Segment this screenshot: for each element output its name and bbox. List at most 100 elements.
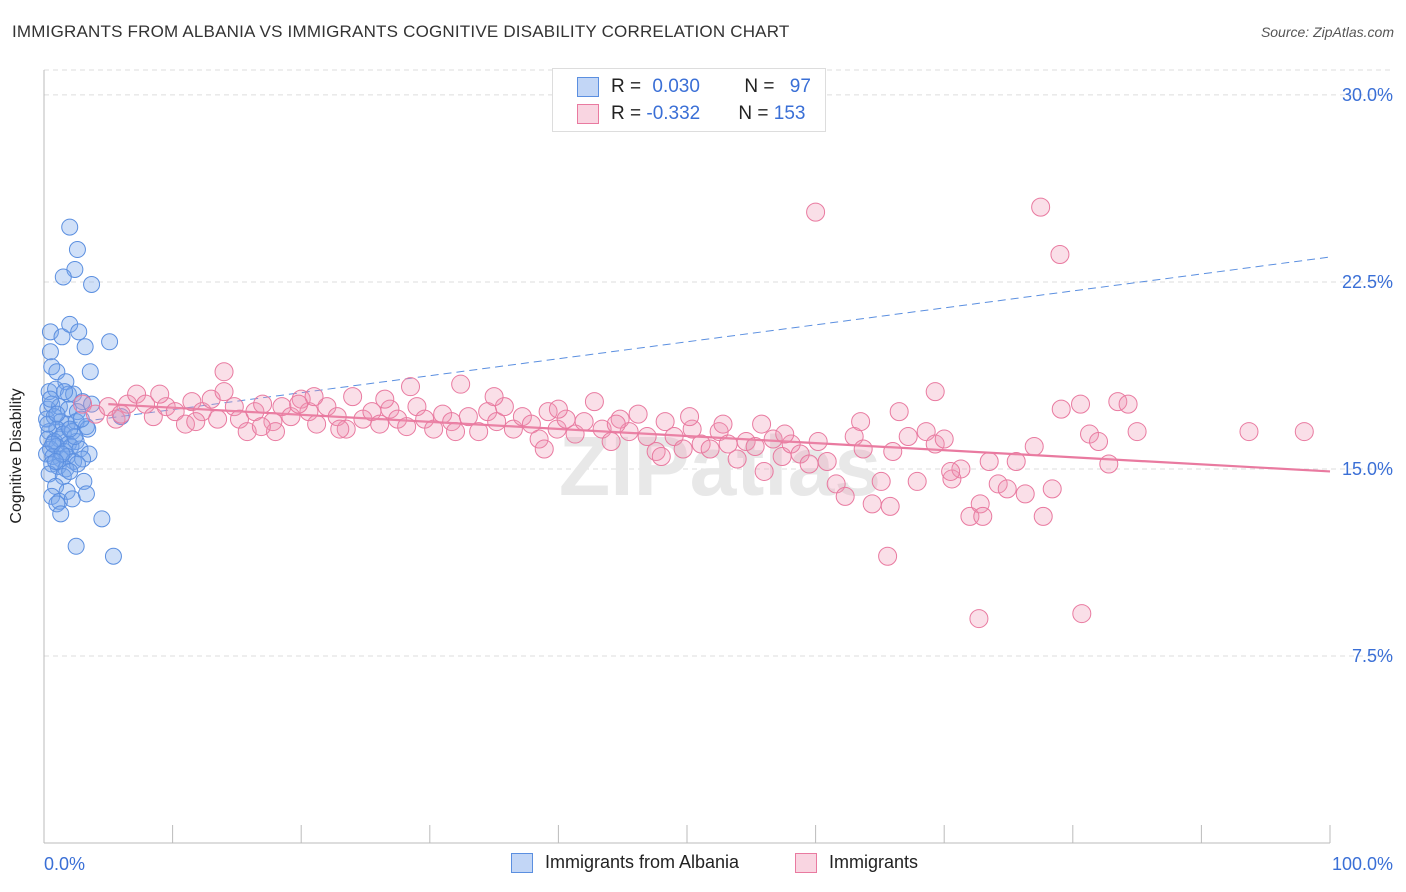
gridlines: [44, 69, 1392, 657]
point-albania: [74, 450, 92, 468]
point-immigrants: [907, 471, 927, 491]
legend-n-label: N =: [738, 103, 774, 124]
point-immigrants: [862, 494, 882, 514]
point-albania: [48, 495, 66, 513]
point-immigrants: [1118, 394, 1138, 414]
point-immigrants: [925, 382, 945, 402]
point-immigrants: [458, 407, 478, 427]
point-immigrants: [835, 486, 855, 506]
point-immigrants: [1042, 479, 1062, 499]
point-immigrants: [1051, 399, 1071, 419]
point-immigrants: [651, 447, 671, 466]
point-immigrants: [655, 412, 675, 432]
point-immigrants: [1006, 451, 1026, 471]
point-immigrants: [727, 449, 747, 469]
point-immigrants: [375, 389, 395, 409]
point-immigrants: [111, 404, 131, 424]
point-albania: [56, 383, 74, 401]
point-immigrants: [574, 412, 594, 432]
legend-n-value: 153: [773, 103, 806, 124]
point-immigrants: [934, 429, 954, 449]
point-immigrants: [880, 496, 900, 516]
point-immigrants: [941, 461, 961, 481]
point-immigrants: [775, 424, 795, 444]
bottom-legend-swatch-pink: [795, 852, 817, 873]
point-albania: [75, 472, 93, 490]
point-albania: [61, 218, 79, 236]
point-immigrants: [548, 399, 568, 419]
point-immigrants: [997, 479, 1017, 499]
bottom-legend-label-albania: Immigrants from Albania: [545, 852, 740, 872]
point-albania: [79, 420, 97, 438]
point-immigrants: [106, 409, 126, 429]
point-immigrants: [304, 387, 324, 407]
y-tick-label: 30.0%: [1342, 85, 1393, 105]
point-immigrants: [251, 417, 271, 437]
point-immigrants: [853, 439, 873, 459]
bottom-legend-immigrants: Immigrants: [795, 852, 918, 873]
point-immigrants: [446, 422, 466, 442]
point-immigrants: [237, 422, 257, 442]
point-immigrants: [380, 399, 400, 419]
point-immigrants: [925, 434, 945, 454]
legend-r-label: R =: [611, 76, 647, 97]
point-immigrants: [224, 397, 244, 417]
point-immigrants: [73, 394, 93, 414]
legend-r-label: R =: [611, 103, 647, 124]
point-immigrants: [1071, 394, 1091, 414]
bottom-legend-label-immigrants: Immigrants: [829, 852, 919, 872]
point-immigrants: [691, 434, 711, 454]
point-immigrants: [871, 471, 891, 491]
y-tick-label: 22.5%: [1342, 272, 1393, 292]
point-albania: [61, 420, 79, 438]
point-immigrants: [713, 414, 733, 434]
point-immigrants: [143, 407, 163, 427]
point-immigrants: [1127, 422, 1147, 442]
point-immigrants: [1294, 422, 1314, 442]
point-immigrants: [878, 546, 898, 566]
y-tick-label: 7.5%: [1352, 646, 1393, 666]
point-albania: [52, 505, 70, 523]
point-immigrants: [763, 429, 783, 449]
point-immigrants: [799, 454, 819, 474]
legend-r-value: -0.332: [646, 103, 701, 124]
point-immigrants: [700, 439, 720, 459]
point-immigrants: [979, 451, 999, 471]
watermark: ZIPatlas: [559, 419, 881, 513]
point-immigrants: [745, 437, 765, 457]
point-albania: [53, 328, 71, 346]
point-immigrants: [817, 451, 837, 471]
legend-swatch-blue: [577, 77, 599, 97]
point-immigrants: [494, 397, 514, 417]
point-immigrants: [484, 387, 504, 407]
point-albania: [48, 405, 66, 423]
point-albania: [77, 485, 95, 503]
data-points: [38, 197, 1314, 629]
point-immigrants: [1015, 484, 1035, 504]
y-tick-label: 15.0%: [1342, 459, 1393, 479]
point-immigrants: [214, 382, 234, 402]
point-albania: [68, 241, 86, 259]
legend-n-value: 97: [789, 76, 811, 97]
point-albania: [63, 490, 81, 508]
source-label: Source: ZipAtlas.com: [1260, 24, 1394, 40]
point-immigrants: [754, 461, 774, 481]
point-immigrants: [487, 412, 507, 432]
legend: R = 0.030 N = 97 R = -0.332 N = 153: [552, 68, 826, 132]
point-immigrants: [970, 494, 990, 514]
point-immigrants: [265, 422, 285, 442]
legend-n-label: N =: [744, 76, 780, 97]
point-immigrants: [317, 397, 337, 417]
point-immigrants: [208, 409, 228, 429]
point-immigrants: [988, 474, 1008, 494]
point-immigrants: [469, 422, 489, 442]
legend-r-value: 0.030: [652, 76, 700, 97]
legend-row-immigrants: R = -0.332 N = 153: [577, 103, 805, 125]
point-immigrants: [370, 414, 390, 434]
x-tick-label: 100.0%: [1332, 854, 1393, 874]
point-immigrants: [637, 427, 657, 447]
point-albania: [70, 323, 88, 341]
point-albania: [43, 358, 61, 376]
bottom-legend-albania: Immigrants from Albania: [511, 852, 739, 873]
